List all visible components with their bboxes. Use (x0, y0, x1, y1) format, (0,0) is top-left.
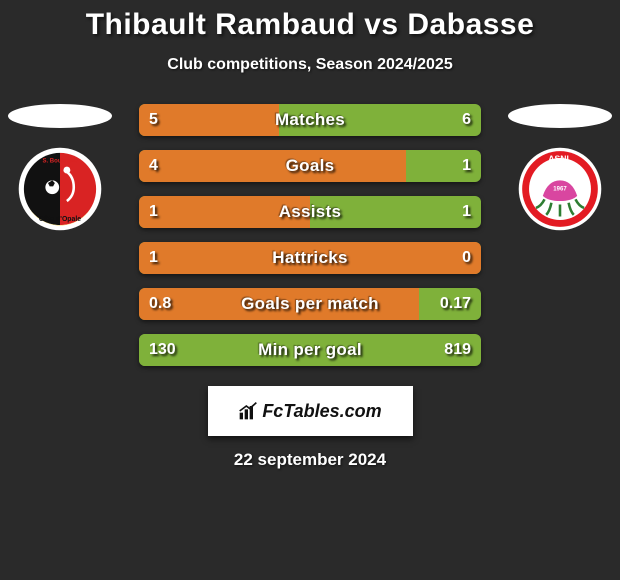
brand-badge: FcTables.com (208, 386, 413, 436)
stat-value-left: 1 (149, 249, 158, 267)
stat-value-right: 819 (444, 341, 471, 359)
left-team-crest: S. Boulogne Côte d'Opale (17, 146, 103, 232)
stat-label: Min per goal (139, 340, 481, 360)
stat-label: Matches (139, 110, 481, 130)
subtitle: Club competitions, Season 2024/2025 (0, 56, 620, 74)
stat-label: Hattricks (139, 248, 481, 268)
left-player-column: S. Boulogne Côte d'Opale (0, 104, 120, 232)
stat-value-right: 0 (462, 249, 471, 267)
stat-row: Matches5 6 (139, 104, 481, 136)
stat-label: Assists (139, 202, 481, 222)
svg-text:ASNL: ASNL (548, 153, 571, 163)
svg-text:1967: 1967 (553, 187, 567, 193)
page-title: Thibault Rambaud vs Dabasse (0, 8, 620, 42)
stat-value-left: 4 (149, 157, 158, 175)
stat-value-left: 130 (149, 341, 176, 359)
stat-row: Min per goal130 819 (139, 334, 481, 366)
left-player-photo-placeholder (8, 104, 112, 128)
stat-value-right: 6 (462, 111, 471, 129)
stats-list: Matches56Goals41Assists11Hattricks10Goal… (139, 104, 481, 366)
stat-value-left: 5 (149, 111, 158, 129)
brand-label: FcTables.com (262, 401, 381, 422)
svg-text:Côte d'Opale: Côte d'Opale (39, 216, 81, 223)
stat-label: Goals per match (139, 294, 481, 314)
stat-value-right: 0.17 (440, 295, 471, 313)
stat-row: Goals per match0.8 0.17 (139, 288, 481, 320)
comparison-panel: S. Boulogne Côte d'Opale ASNL (0, 104, 620, 366)
stat-row: Goals4 1 (139, 150, 481, 182)
stat-row: Hattricks1 0 (139, 242, 481, 274)
stat-value-right: 1 (462, 203, 471, 221)
stat-value-left: 1 (149, 203, 158, 221)
date-label: 22 september 2024 (0, 450, 620, 470)
svg-text:S. Boulogne: S. Boulogne (42, 158, 78, 164)
brand-logo-icon (238, 401, 258, 421)
stat-value-right: 1 (462, 157, 471, 175)
stat-row: Assists1 1 (139, 196, 481, 228)
right-player-column: ASNL 1967 (500, 104, 620, 232)
right-team-crest: ASNL 1967 (517, 146, 603, 232)
stat-label: Goals (139, 156, 481, 176)
stat-value-left: 0.8 (149, 295, 171, 313)
right-player-photo-placeholder (508, 104, 612, 128)
